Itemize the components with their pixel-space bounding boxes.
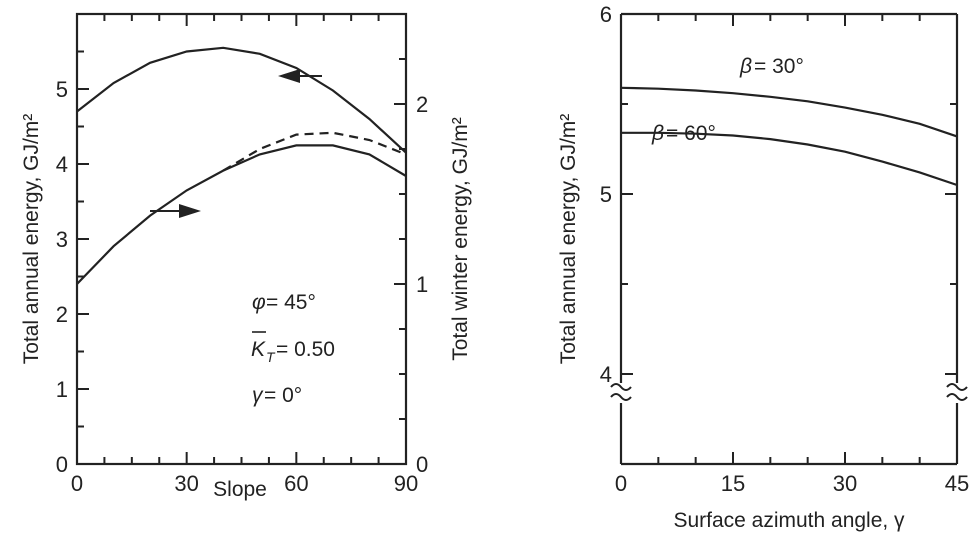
- label-beta-30: β = 30°: [739, 55, 804, 78]
- left-x-tick-label: 60: [284, 471, 308, 496]
- right-y-ticks: 4 5 6: [600, 2, 957, 387]
- label-beta-60-symbol: β: [651, 122, 664, 145]
- arrow-left-axis-icon: [278, 69, 322, 83]
- right-curves: [620, 86, 958, 187]
- annotation-phi: φ = 45°: [252, 291, 316, 314]
- arrow-right-axis-icon: [150, 204, 201, 218]
- left-y-tick-label: 2: [56, 302, 68, 327]
- annotation-kt-subscript: T: [266, 349, 276, 365]
- left-y-ticks: 0 1 2 3 4 5: [56, 50, 89, 477]
- left-y-tick-label: 1: [56, 377, 68, 402]
- annotation-phi-value: = 45°: [266, 291, 316, 314]
- left-plot-frame: [75, 12, 408, 466]
- right-chart: 0 15 30 45 456 β = 30° β = 60° Surface azim…: [557, 2, 969, 532]
- left-y-tick-label: 0: [56, 452, 68, 477]
- left-y2-tick-label: 1: [416, 272, 428, 297]
- annotation-gamma-symbol: γ: [252, 384, 264, 407]
- left-y-axis-title: Total annual energy, GJ/m²: [20, 114, 43, 365]
- left-y2-tick-label: 0: [416, 452, 428, 477]
- right-y-axis-title: Total annual energy, GJ/m²: [557, 114, 580, 365]
- left-x-tick-label: 90: [394, 471, 418, 496]
- left-series-line-0: [76, 46, 407, 154]
- right-x-tick-label: 30: [833, 471, 857, 496]
- right-x-tick-label: 45: [945, 471, 969, 496]
- left-y2-ticks: 0 1 2: [394, 58, 428, 477]
- left-x-tick-label: 30: [174, 471, 198, 496]
- left-series-line-2: [222, 131, 407, 172]
- left-chart: 0 30 60 90 0 1 2 3 4 5 0 1 2 Slope Total annual en…: [20, 12, 472, 501]
- right-y-tick-label: 6: [600, 2, 612, 27]
- axis-break-right-icon: [946, 383, 968, 401]
- axis-break-left-icon: [610, 383, 632, 401]
- right-plot-frame: [619, 12, 959, 466]
- annotation-kt-value: = 0.50: [276, 338, 335, 361]
- label-beta-60-value: = 60°: [666, 122, 716, 145]
- left-series-line-1: [76, 144, 407, 285]
- annotation-kt: K T = 0.50: [251, 331, 335, 365]
- left-x-axis-title: Slope: [213, 478, 267, 501]
- left-curves: [76, 46, 407, 285]
- right-y-tick-label: 4: [600, 362, 612, 387]
- left-x-ticks: 0 30 60 90: [71, 14, 418, 496]
- left-y-tick-label: 3: [56, 227, 68, 252]
- label-beta-30-symbol: β: [739, 55, 752, 78]
- left-x-tick-label: 0: [71, 471, 83, 496]
- right-series-line-1: [621, 131, 958, 187]
- right-x-ticks: 0 15 30 45: [615, 14, 969, 496]
- label-beta-30-value: = 30°: [754, 55, 804, 78]
- right-y-tick-label: 5: [600, 182, 612, 207]
- annotation-gamma: γ = 0°: [252, 384, 302, 407]
- annotation-phi-symbol: φ: [252, 291, 266, 314]
- left-y2-tick-label: 2: [416, 92, 428, 117]
- left-y2-axis-title: Total winter energy, GJ/m²: [449, 117, 472, 361]
- left-y-tick-label: 5: [56, 77, 68, 102]
- right-x-axis-title: Surface azimuth angle, γ: [673, 509, 905, 532]
- right-x-tick-label: 0: [615, 471, 627, 496]
- right-x-tick-label: 15: [721, 471, 745, 496]
- left-y-tick-label: 4: [56, 152, 68, 177]
- annotation-kt-symbol: K: [251, 338, 266, 361]
- annotation-gamma-value: = 0°: [264, 384, 302, 407]
- right-series-line-0: [620, 86, 958, 138]
- label-beta-60: β = 60°: [651, 122, 716, 145]
